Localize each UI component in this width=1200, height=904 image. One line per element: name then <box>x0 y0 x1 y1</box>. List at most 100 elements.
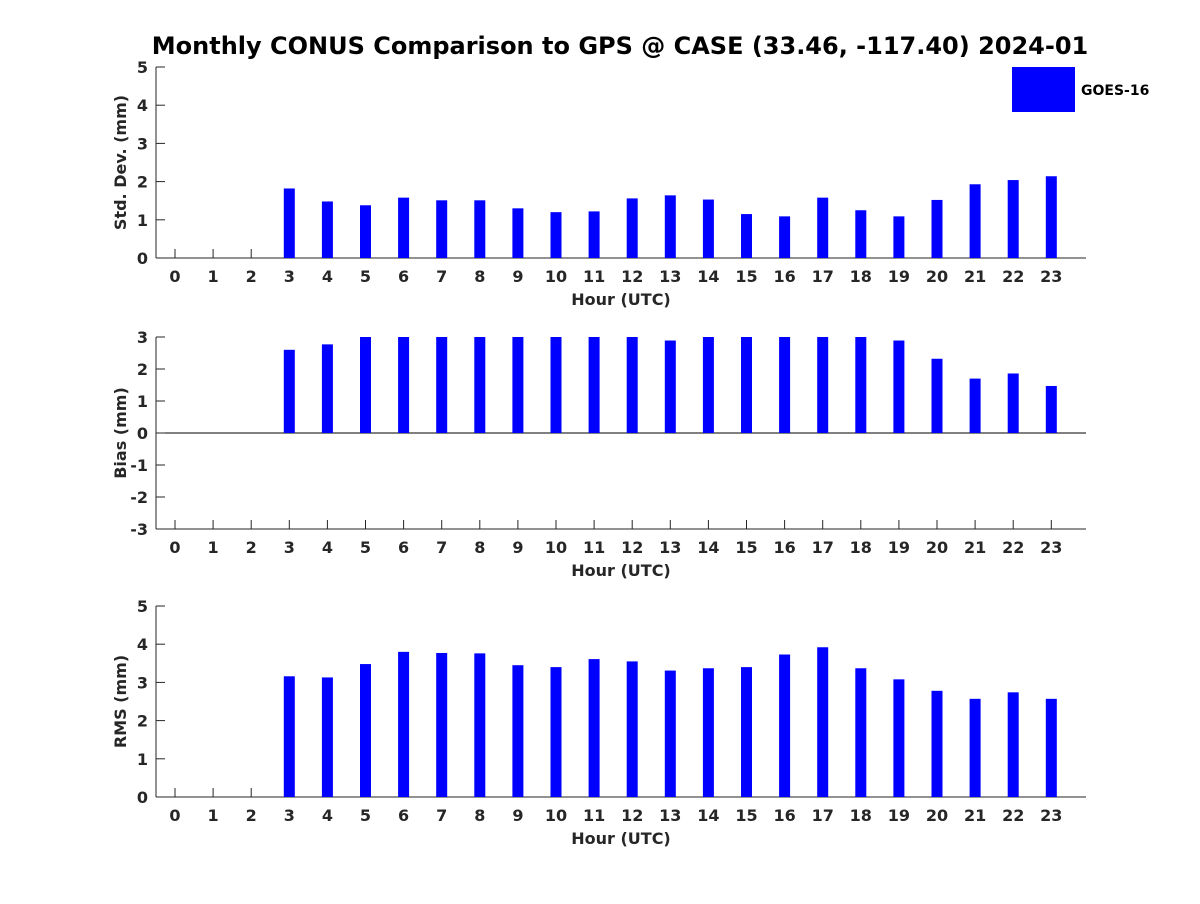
x-tick-label: 12 <box>621 806 643 825</box>
chart-title: Monthly CONUS Comparison to GPS @ CASE (… <box>152 32 1088 60</box>
bar-hour-4 <box>321 344 333 433</box>
bar-hour-14 <box>702 668 714 797</box>
x-axis-label: Hour (UTC) <box>571 829 671 848</box>
x-tick-label: 21 <box>964 267 986 286</box>
x-tick-label: 7 <box>436 267 447 286</box>
x-tick-label: 22 <box>1002 538 1024 557</box>
y-tick-label: 1 <box>137 392 148 411</box>
y-tick-label: 2 <box>137 173 148 192</box>
x-tick-label: 4 <box>322 267 333 286</box>
y-tick-label: -3 <box>130 520 148 539</box>
bar-hour-15 <box>741 337 752 433</box>
y-tick-label: -2 <box>130 488 148 507</box>
bar-hour-12 <box>626 337 638 433</box>
y-tick-label: 4 <box>137 96 148 115</box>
x-tick-label: 0 <box>169 267 180 286</box>
bar-hour-11 <box>588 337 600 433</box>
bar-hour-9 <box>512 337 524 433</box>
legend: GOES-16 <box>1012 67 1149 112</box>
x-tick-label: 6 <box>398 267 409 286</box>
x-tick-label: 8 <box>474 267 485 286</box>
x-tick-label: 6 <box>398 538 409 557</box>
bar-hour-19 <box>893 679 905 797</box>
x-tick-label: 0 <box>169 806 180 825</box>
x-tick-label: 11 <box>583 538 605 557</box>
x-tick-label: 16 <box>773 806 795 825</box>
legend-label: GOES-16 <box>1081 83 1149 99</box>
bar-hour-15 <box>741 667 752 797</box>
bar-hour-11 <box>588 659 600 797</box>
x-tick-label: 19 <box>888 806 910 825</box>
x-tick-label: 7 <box>436 806 447 825</box>
bar-hour-18 <box>855 668 867 797</box>
y-tick-label: 2 <box>137 712 148 731</box>
bar-hour-19 <box>893 340 905 433</box>
y-tick-label: 2 <box>137 360 148 379</box>
bar-hour-23 <box>1045 176 1057 258</box>
bar-hour-16 <box>779 337 791 433</box>
bar-hour-12 <box>626 198 638 258</box>
x-tick-label: 17 <box>812 267 834 286</box>
y-tick-label: 1 <box>137 750 148 769</box>
x-tick-label: 23 <box>1040 538 1062 557</box>
bar-hour-19 <box>893 216 905 258</box>
x-axis-label: Hour (UTC) <box>571 290 671 309</box>
y-axis-label: Bias (mm) <box>111 387 130 479</box>
x-tick-label: 15 <box>735 267 757 286</box>
y-tick-label: 1 <box>137 211 148 230</box>
bar-hour-3 <box>283 188 295 258</box>
x-tick-label: 19 <box>888 267 910 286</box>
x-tick-label: 14 <box>697 267 719 286</box>
bar-hour-9 <box>512 208 524 258</box>
bar-hour-13 <box>664 670 676 797</box>
x-tick-label: 15 <box>735 538 757 557</box>
bar-hour-11 <box>588 211 600 258</box>
x-tick-label: 12 <box>621 267 643 286</box>
y-tick-label: 0 <box>137 424 148 443</box>
y-tick-label: 0 <box>137 788 148 807</box>
x-tick-label: 21 <box>964 806 986 825</box>
x-tick-label: 23 <box>1040 806 1062 825</box>
x-tick-label: 7 <box>436 538 447 557</box>
x-tick-label: 15 <box>735 806 757 825</box>
x-tick-label: 20 <box>926 538 948 557</box>
bar-hour-21 <box>969 698 981 797</box>
bar-hour-16 <box>779 216 791 258</box>
x-tick-label: 0 <box>169 538 180 557</box>
x-tick-label: 18 <box>850 267 872 286</box>
bar-hour-10 <box>550 212 562 258</box>
x-tick-label: 1 <box>208 538 219 557</box>
y-tick-label: 5 <box>137 58 148 77</box>
x-tick-label: 3 <box>284 806 295 825</box>
y-tick-label: 3 <box>137 673 148 692</box>
bar-hour-7 <box>436 337 448 433</box>
bar-hour-22 <box>1007 180 1019 258</box>
bar-hour-6 <box>398 651 410 797</box>
x-tick-label: 16 <box>773 538 795 557</box>
x-tick-label: 13 <box>659 267 681 286</box>
bar-hour-4 <box>321 677 333 797</box>
x-tick-label: 19 <box>888 538 910 557</box>
x-tick-label: 20 <box>926 806 948 825</box>
x-tick-label: 10 <box>545 267 567 286</box>
x-tick-label: 16 <box>773 267 795 286</box>
bar-hour-20 <box>931 358 943 433</box>
bar-hour-13 <box>664 340 676 433</box>
x-tick-label: 5 <box>360 806 371 825</box>
bar-hour-5 <box>360 664 371 797</box>
bar-hour-6 <box>398 337 410 433</box>
x-tick-label: 21 <box>964 538 986 557</box>
x-axis-label: Hour (UTC) <box>571 561 671 580</box>
x-tick-label: 14 <box>697 806 719 825</box>
y-axis-label: Std. Dev. (mm) <box>111 95 130 230</box>
x-tick-label: 1 <box>208 267 219 286</box>
bar-hour-5 <box>360 337 371 433</box>
bar-hour-7 <box>436 200 448 258</box>
bar-hour-4 <box>321 201 333 258</box>
bar-hour-10 <box>550 667 562 797</box>
bar-hour-8 <box>474 653 486 797</box>
x-tick-label: 20 <box>926 267 948 286</box>
